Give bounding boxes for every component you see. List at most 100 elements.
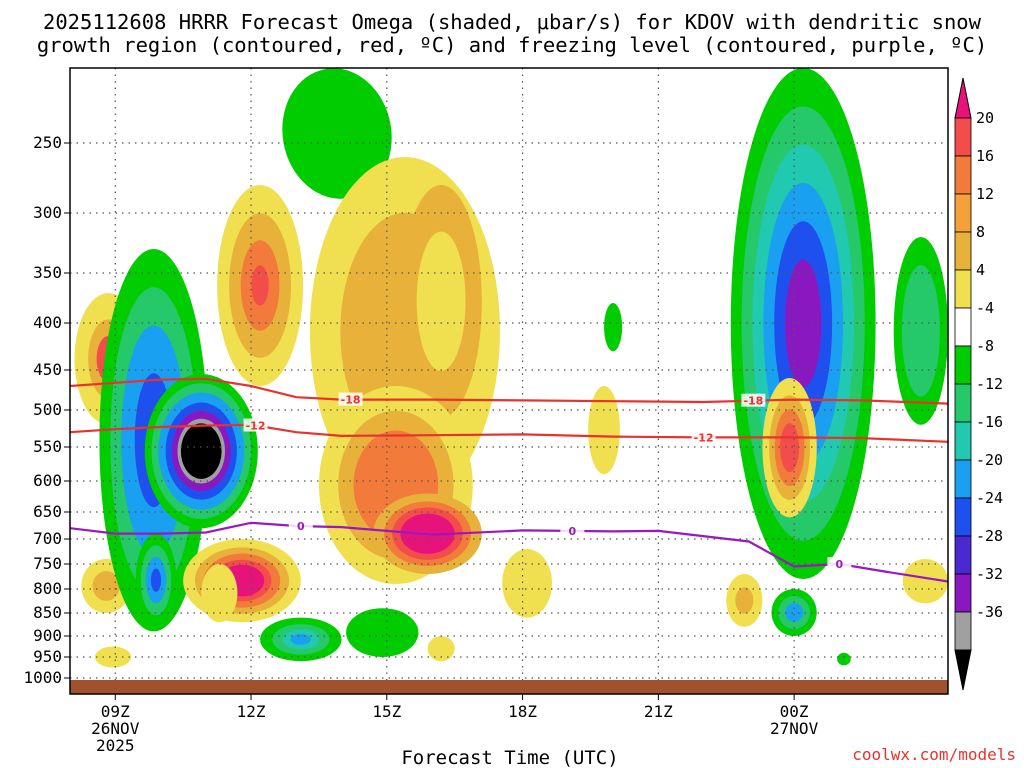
omega-blob-23-layer-1: [735, 587, 754, 614]
isotherm--12: [70, 423, 948, 443]
omega-blob-8-layer-1: [416, 231, 466, 371]
isotherm--18: [70, 377, 948, 405]
isotherm-label-bg-0-0: [288, 519, 313, 533]
colorbar-label-20: 20: [976, 109, 994, 127]
colorbar-legend: 20 16 12 8 4 -4 -8 -12 -16 -20 -24 -28 -32 -36: [954, 77, 1003, 691]
y-tick-label-750: 750: [33, 554, 62, 573]
x-tick-label-18Z-1: 18Z: [508, 702, 537, 721]
y-tick-label-250: 250: [33, 133, 62, 152]
x-tick-label-09Z-2: 26NOV: [91, 719, 140, 738]
credit-link[interactable]: coolwx.com/models: [852, 745, 1016, 764]
omega-blob-1-layer-1: [92, 571, 120, 601]
colorbar-box-11: [954, 497, 972, 537]
y-tick-label-500: 500: [33, 400, 62, 419]
isotherm-label-0-1: 0: [569, 525, 577, 538]
isotherm-label-bg-0-1: [560, 523, 585, 537]
y-tick-label-850: 850: [33, 603, 62, 622]
colorbar-label--12: -12: [976, 375, 1003, 393]
omega-blob-20-layer-1: [901, 265, 940, 397]
colorbar-label-8: 8: [976, 223, 985, 241]
terrain-ground-bar: [70, 680, 948, 694]
colorbar-box-9: [954, 421, 972, 461]
omega-blob-17-layer-0: [427, 636, 455, 662]
colorbar-box-3: [954, 193, 972, 233]
isotherm-label--12-1: -12: [694, 431, 714, 444]
x-tick-label-09Z-1: 09Z: [101, 702, 130, 721]
omega-blob-6-layer-0: [282, 68, 392, 199]
omega-blob-10-layer-0: [502, 549, 552, 618]
x-tick-label-00Z-1: 00Z: [780, 702, 809, 721]
x-tick-label-15Z-1: 15Z: [372, 702, 401, 721]
y-tick-label-800: 800: [33, 579, 62, 598]
isotherm-label-bg-0-2: [827, 557, 852, 570]
omega-blob-2-layer-0: [94, 646, 132, 668]
isotherm-label--18-0: -18: [341, 394, 361, 407]
omega-blob-22-layer-2: [785, 603, 804, 622]
y-tick-label-350: 350: [33, 263, 62, 282]
colorbar-box-6: [954, 307, 972, 347]
omega-blob-4-layer-3: [150, 568, 162, 592]
colorbar-top-arrow: [954, 77, 972, 119]
isotherm-label-0-2: 0: [836, 558, 844, 571]
omega-blob-11-layer-0: [588, 386, 620, 475]
omega-blob-24-layer-0: [902, 559, 948, 604]
colorbar-label--28: -28: [976, 527, 1003, 545]
isotherm-label-bg--12-0: [243, 418, 268, 432]
colorbar-label--16: -16: [976, 413, 1003, 431]
isotherm-label-bg--18-0: [338, 392, 363, 406]
colorbar-box-4: [954, 231, 972, 271]
omega-blob-15-layer-3: [290, 633, 311, 645]
colorbar-label--32: -32: [976, 565, 1003, 583]
isotherm-label--18-1: -18: [743, 395, 763, 408]
x-tick-label-00Z-2: 27NOV: [770, 719, 819, 738]
colorbar-label--24: -24: [976, 489, 1003, 507]
y-tick-label-1000: 1000: [23, 668, 62, 687]
colorbar-bottom-arrow: [954, 649, 972, 691]
omega-blob-9-layer-0: [604, 303, 623, 352]
y-tick-label-700: 700: [33, 529, 62, 548]
colorbar-label-16: 16: [976, 147, 994, 165]
colorbar-box-12: [954, 535, 972, 575]
x-tick-label-12Z-1: 12Z: [237, 702, 266, 721]
colorbar-box-1: [954, 117, 972, 157]
colorbar-box-2: [954, 155, 972, 195]
isotherm-0: [70, 521, 948, 583]
omega-blob-25-layer-0: [837, 652, 851, 666]
omega-blob-26-layer-6: [180, 423, 222, 479]
colorbar-box-5: [954, 269, 972, 309]
gridlines: [70, 68, 948, 694]
colorbar-label-4: 4: [976, 261, 985, 279]
omega-blob-19-layer-5: [785, 259, 822, 388]
omega-blob-18-layer-0: [201, 564, 238, 623]
plot-frame: [69, 67, 949, 695]
isotherm-label-0-0: 0: [297, 520, 305, 533]
colorbar-label--36: -36: [976, 603, 1003, 621]
chart-title-line-2: growth region (contoured, red, ºC) and f…: [37, 33, 987, 57]
y-tick-label-950: 950: [33, 647, 62, 666]
y-tick-label-900: 900: [33, 626, 62, 645]
colorbar-label--4: -4: [976, 299, 994, 317]
y-tick-label-550: 550: [33, 437, 62, 456]
x-axis-label: Forecast Time (UTC): [401, 747, 618, 768]
y-tick-label-300: 300: [33, 203, 62, 222]
x-tick-label-21Z-1: 21Z: [644, 702, 673, 721]
y-tick-label-400: 400: [33, 313, 62, 332]
contour-lines: -18 -18 -12 -12 0 0 0: [70, 377, 948, 583]
colorbar-label--20: -20: [976, 451, 1003, 469]
colorbar-box-13: [954, 573, 972, 613]
colorbar-label-12: 12: [976, 185, 994, 203]
colorbar-box-14: [954, 611, 972, 651]
isotherm-label-bg--18-1: [741, 393, 766, 407]
colorbar-label--8: -8: [976, 337, 994, 355]
omega-shading: [74, 68, 948, 668]
omega-blob-16-layer-0: [346, 608, 419, 657]
omega-blob-5-layer-3: [251, 265, 269, 306]
y-axis-pressure-ticks: 250 300 350 400 450 500 550 600 650 700 750 800 850 9…: [23, 133, 70, 687]
omega-blob-21-layer-3: [780, 423, 800, 473]
colorbar-box-8: [954, 383, 972, 423]
y-tick-label-650: 650: [33, 502, 62, 521]
colorbar-box-7: [954, 345, 972, 385]
x-tick-label-09Z-3: 2025: [96, 736, 135, 755]
